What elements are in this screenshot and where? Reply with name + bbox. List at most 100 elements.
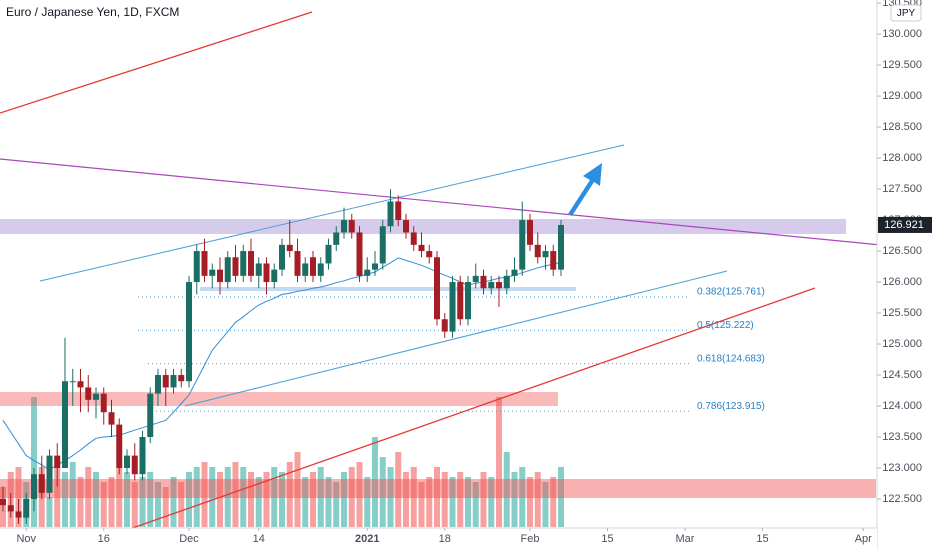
candle-body (341, 220, 347, 233)
volume-bar (441, 472, 448, 527)
x-tick-label: Mar (676, 533, 695, 545)
x-tick-label: Apr (855, 533, 872, 545)
y-tick-label: 123.500 (882, 431, 922, 443)
candle-body (108, 412, 115, 425)
x-tick-label: 2021 (355, 533, 379, 545)
candle-body (162, 375, 169, 388)
volume-bar (186, 472, 192, 527)
candle-body (550, 251, 557, 270)
volume-bar (534, 472, 541, 527)
candle-body (286, 244, 293, 252)
volume-bar (255, 477, 262, 527)
candle-body (217, 269, 223, 283)
candle-body (77, 381, 84, 388)
candle-body (372, 263, 378, 270)
volume-bar (271, 467, 278, 527)
y-tick-label: 129.500 (882, 59, 922, 71)
y-tick-label: 123.000 (882, 462, 922, 474)
candle-body (387, 201, 394, 227)
fib-label: 0.382(125.761) (697, 287, 765, 298)
volume-bar (395, 452, 402, 527)
candle-body (294, 251, 301, 276)
volume-bar (93, 472, 99, 527)
candle-body (310, 257, 316, 276)
zone-bottom (0, 479, 876, 498)
candle-body (379, 226, 386, 264)
volume-bar (147, 472, 154, 527)
candle-body (209, 269, 216, 276)
volume-bar (302, 477, 309, 527)
candle-body (193, 251, 200, 283)
candle-body (403, 220, 409, 233)
volume-bar (457, 472, 464, 527)
volume-bar (449, 477, 456, 527)
y-tick-label: 126.500 (882, 245, 922, 257)
y-tick-label: 125.000 (882, 338, 922, 350)
volume-bar (341, 472, 347, 527)
candle-body (139, 437, 146, 475)
volume-bar (131, 482, 138, 527)
candle-body (395, 201, 402, 221)
volume-bar (217, 472, 223, 527)
candle-body (100, 393, 107, 413)
volume-layer (0, 397, 564, 527)
x-tick-label: Dec (179, 533, 199, 545)
volume-bar (139, 477, 146, 527)
volume-bar (108, 477, 115, 527)
x-tick-label: Feb (521, 533, 540, 545)
volume-bar (124, 472, 130, 527)
candle-body (480, 275, 487, 289)
candle-body (186, 282, 192, 382)
volume-bar (263, 472, 270, 527)
volume-bar (472, 482, 479, 527)
time-axis (0, 528, 877, 550)
zone-blue (200, 287, 576, 291)
trend-line (0, 11, 313, 114)
candle-body (232, 257, 239, 276)
volume-bar (286, 462, 293, 527)
volume-bar (232, 462, 239, 527)
y-tick-label: 129.000 (882, 90, 922, 102)
volume-bar (100, 482, 107, 527)
volume-bar (54, 457, 61, 527)
volume-bar (15, 467, 22, 527)
candle-body (472, 275, 479, 283)
fib-layer: 0.382(125.761) 0.5(125.222) 0.618(124.683)… (138, 287, 765, 412)
price-layer (0, 189, 564, 524)
currency-box (890, 4, 922, 22)
candle-body (279, 244, 285, 270)
candle-body (85, 387, 92, 400)
volume-bar (550, 477, 557, 527)
zone-red (0, 392, 558, 406)
fib-label: 0.5(125.222) (697, 320, 754, 331)
x-tick-label: 15 (601, 533, 613, 545)
volume-bar (294, 452, 301, 527)
x-tick-label: Nov (16, 533, 36, 545)
candle-body (441, 319, 448, 332)
candle-body (364, 269, 371, 276)
volume-bar (403, 472, 409, 527)
volume-bar (480, 472, 487, 527)
candle-body (271, 269, 278, 283)
volume-bar (155, 482, 161, 527)
volume-bar (465, 477, 471, 527)
candle-body (356, 232, 363, 276)
y-tick-label: 128.500 (882, 121, 922, 133)
y-tick-label: 122.500 (882, 493, 922, 505)
volume-bar (69, 462, 76, 527)
candle-body (558, 224, 564, 270)
candle-body (348, 220, 355, 233)
candle-body (263, 263, 270, 283)
candle-body (69, 381, 76, 383)
candle-body (457, 282, 464, 320)
volume-bar (209, 467, 216, 527)
volume-bar (434, 467, 440, 527)
candle-body (23, 499, 30, 518)
candle-body (0, 499, 6, 506)
volume-bar (379, 457, 386, 527)
y-tick-label: 128.000 (882, 152, 922, 164)
candle-body (534, 244, 541, 258)
x-tick-label: 14 (253, 533, 265, 545)
